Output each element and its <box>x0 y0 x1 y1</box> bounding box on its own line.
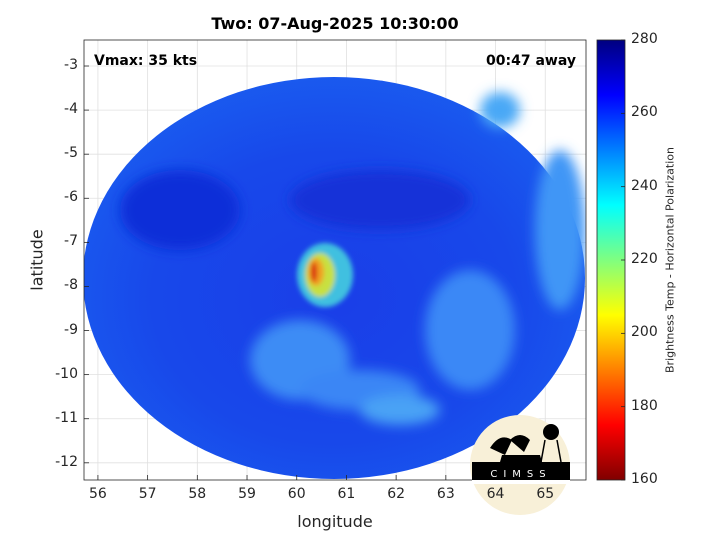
x-tick-label: 62 <box>387 486 406 502</box>
time-offset-label: 00:47 away <box>486 53 576 69</box>
colorbar-tick-label: 280 <box>631 31 658 47</box>
y-tick-label: -7 <box>64 233 78 250</box>
y-tick-label: -3 <box>64 57 78 73</box>
y-tick-label: -8 <box>64 277 78 294</box>
x-tick-label: 57 <box>138 486 157 502</box>
colorbar-tick-label: 200 <box>631 324 658 341</box>
chart-title: Two: 07-Aug-2025 10:30:00 <box>211 14 459 33</box>
colorbar-tick-label: 240 <box>631 177 658 194</box>
vmax-label: Vmax: 35 kts <box>94 53 198 69</box>
colorbar-tick-label: 180 <box>631 397 658 414</box>
colorbar-tick-label: 260 <box>631 104 658 121</box>
colorbar-tick-label: 220 <box>631 251 658 267</box>
x-tick-label: 63 <box>436 486 455 502</box>
x-axis-label: longitude <box>297 512 373 531</box>
x-tick-label: 60 <box>287 486 306 502</box>
y-tick-label: -4 <box>64 101 78 118</box>
x-tick-label: 64 <box>486 486 505 502</box>
y-tick-label: -11 <box>55 409 78 426</box>
y-axis-label: latitude <box>27 229 47 291</box>
colorbar-label: Brightness Temp - Horizontal Polarizatio… <box>663 147 677 373</box>
x-tick-label: 61 <box>337 486 356 502</box>
colorbar <box>596 39 626 481</box>
y-tick-label: -6 <box>64 189 78 206</box>
y-tick-label: -12 <box>55 453 78 470</box>
colorbar-tick-label: 160 <box>631 471 658 487</box>
cimss-logo: CIMSS <box>470 415 570 515</box>
y-tick-label: -5 <box>64 145 78 162</box>
warm-bands <box>120 92 585 425</box>
x-tick-label: 58 <box>188 486 207 502</box>
x-tick-label: 59 <box>238 486 256 502</box>
y-tick-label: -9 <box>64 321 78 338</box>
y-tick-label: -10 <box>55 365 78 382</box>
logo-text: CIMSS <box>490 469 551 480</box>
x-tick-label: 65 <box>536 486 555 502</box>
convective-core <box>297 243 353 307</box>
x-tick-label: 56 <box>88 486 107 502</box>
